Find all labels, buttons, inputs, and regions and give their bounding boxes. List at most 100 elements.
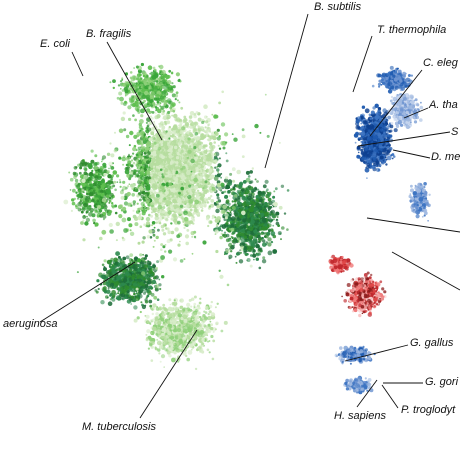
data-point bbox=[168, 298, 172, 302]
data-point bbox=[155, 312, 159, 316]
data-point bbox=[115, 251, 120, 256]
data-point bbox=[161, 327, 167, 332]
data-point bbox=[144, 174, 147, 177]
data-point bbox=[259, 226, 262, 229]
data-point bbox=[170, 230, 175, 235]
data-point bbox=[187, 350, 193, 355]
data-point bbox=[184, 234, 190, 239]
data-point bbox=[153, 197, 158, 202]
data-point bbox=[150, 179, 155, 184]
data-point bbox=[137, 111, 141, 114]
data-point bbox=[198, 178, 201, 181]
data-point bbox=[270, 205, 272, 208]
data-point bbox=[204, 311, 208, 314]
data-point bbox=[252, 195, 255, 199]
data-point bbox=[267, 197, 272, 202]
data-point bbox=[240, 238, 246, 243]
data-point bbox=[140, 134, 144, 138]
data-point bbox=[196, 155, 198, 157]
data-point bbox=[150, 359, 154, 362]
data-point bbox=[101, 287, 106, 292]
data-point bbox=[238, 213, 242, 216]
data-point bbox=[140, 146, 145, 150]
data-point bbox=[151, 157, 156, 163]
data-point bbox=[138, 124, 141, 127]
data-point bbox=[150, 116, 154, 120]
data-point bbox=[145, 333, 148, 336]
data-point bbox=[170, 347, 174, 351]
data-point bbox=[199, 325, 202, 327]
data-point bbox=[203, 338, 205, 340]
data-point bbox=[144, 178, 147, 182]
data-point bbox=[266, 191, 269, 194]
data-point bbox=[173, 328, 178, 332]
data-point bbox=[277, 224, 280, 228]
data-point bbox=[149, 337, 153, 342]
data-point bbox=[148, 262, 151, 266]
data-point bbox=[213, 176, 219, 181]
data-point bbox=[226, 185, 231, 189]
data-point bbox=[279, 232, 282, 235]
data-point bbox=[250, 219, 255, 224]
data-point bbox=[155, 176, 159, 180]
data-point bbox=[271, 213, 274, 215]
data-point bbox=[131, 276, 135, 280]
data-point bbox=[142, 253, 145, 256]
data-point bbox=[117, 287, 120, 290]
data-point bbox=[272, 249, 278, 254]
data-point bbox=[165, 140, 168, 143]
data-point bbox=[195, 174, 198, 177]
data-point bbox=[231, 200, 234, 203]
data-point bbox=[111, 298, 116, 302]
data-point bbox=[163, 307, 167, 311]
data-point bbox=[258, 214, 261, 218]
data-point bbox=[168, 307, 174, 312]
data-point bbox=[130, 303, 133, 305]
data-point bbox=[262, 239, 266, 243]
data-point bbox=[134, 175, 137, 178]
data-point bbox=[267, 250, 273, 256]
data-point bbox=[201, 350, 205, 354]
data-point bbox=[191, 145, 194, 148]
data-point bbox=[136, 316, 140, 320]
data-point bbox=[140, 131, 145, 135]
data-point bbox=[217, 144, 220, 147]
data-point bbox=[118, 274, 123, 279]
data-point bbox=[146, 320, 150, 324]
data-point bbox=[267, 242, 272, 247]
data-point bbox=[177, 243, 181, 247]
data-point bbox=[210, 326, 214, 331]
data-point bbox=[243, 235, 248, 239]
data-point bbox=[178, 324, 181, 327]
data-point bbox=[140, 166, 143, 169]
data-point bbox=[209, 158, 214, 163]
data-point bbox=[205, 120, 209, 124]
data-point bbox=[201, 315, 204, 319]
data-point bbox=[233, 137, 238, 142]
data-point bbox=[210, 323, 213, 327]
data-point bbox=[159, 287, 162, 291]
data-point bbox=[162, 321, 166, 324]
data-point bbox=[140, 114, 144, 118]
data-point bbox=[199, 138, 202, 141]
data-point bbox=[268, 219, 271, 222]
data-point bbox=[210, 195, 213, 198]
data-point bbox=[148, 285, 153, 290]
data-point bbox=[270, 229, 274, 232]
data-point bbox=[234, 239, 237, 242]
data-point bbox=[189, 111, 195, 116]
data-point bbox=[183, 226, 186, 229]
data-point bbox=[171, 153, 175, 156]
data-point bbox=[245, 205, 247, 208]
data-point bbox=[168, 189, 171, 191]
data-point bbox=[116, 296, 119, 300]
data-point bbox=[206, 201, 209, 204]
data-point bbox=[190, 181, 192, 184]
data-point bbox=[261, 259, 267, 264]
data-point bbox=[208, 310, 212, 314]
data-point bbox=[243, 208, 246, 211]
data-point bbox=[135, 210, 140, 214]
data-point bbox=[193, 114, 197, 119]
data-point bbox=[222, 146, 226, 150]
